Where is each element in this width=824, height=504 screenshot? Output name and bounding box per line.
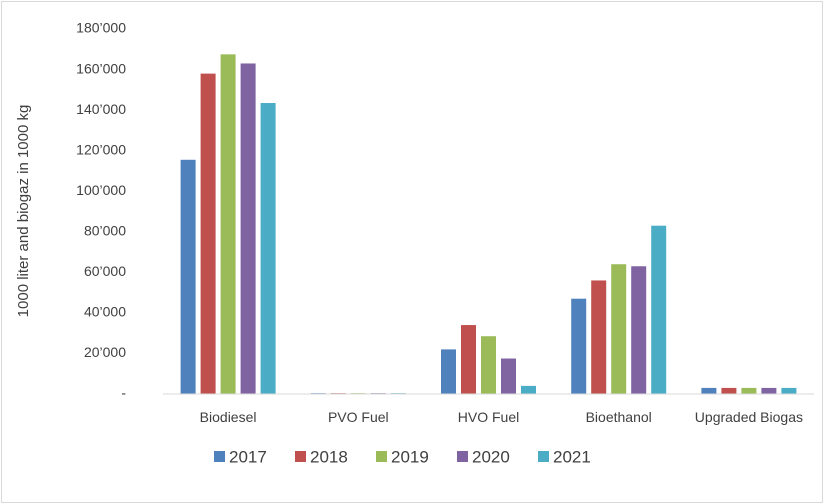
y-tick-label: 160’000 xyxy=(76,60,126,76)
y-tick-label: 100’000 xyxy=(76,182,126,198)
x-tick-label: PVO Fuel xyxy=(327,409,389,425)
bar xyxy=(701,387,717,394)
bar xyxy=(781,387,797,394)
bar xyxy=(260,103,276,394)
legend-label: 2020 xyxy=(472,447,510,466)
legend-label: 2021 xyxy=(553,447,591,466)
y-tick-label: - xyxy=(121,385,126,401)
legend-label: 2018 xyxy=(310,447,348,466)
bar xyxy=(200,73,216,394)
bar xyxy=(441,349,456,394)
y-tick-label: 180’000 xyxy=(76,20,126,36)
bar xyxy=(631,266,647,394)
bar xyxy=(651,225,667,394)
bar xyxy=(571,298,587,394)
bar xyxy=(611,264,627,394)
x-tick-label: Bioethanol xyxy=(585,409,652,425)
legend-label: 2019 xyxy=(391,447,429,466)
bar xyxy=(761,387,777,394)
legend-swatch xyxy=(538,451,549,462)
bar xyxy=(220,54,236,394)
bar xyxy=(461,325,476,394)
bar xyxy=(591,280,607,394)
y-tick-label: 20’000 xyxy=(84,344,126,360)
y-tick-label: 140’000 xyxy=(76,101,126,117)
x-tick-label: Upgraded Biogas xyxy=(694,409,803,425)
y-tick-label: 80’000 xyxy=(84,222,126,238)
x-tick-label: Biodiesel xyxy=(199,409,257,425)
legend-swatch xyxy=(457,451,468,462)
y-tick-label: 60’000 xyxy=(84,263,126,279)
y-tick-label: 120’000 xyxy=(76,141,126,157)
y-tick-label: 40’000 xyxy=(84,304,126,320)
bar xyxy=(741,387,757,394)
y-axis-label: 1000 liter and biogaz in 1000 kg xyxy=(15,105,32,318)
legend-swatch xyxy=(376,451,387,462)
legend-swatch xyxy=(214,451,225,462)
bar xyxy=(180,159,196,394)
bar xyxy=(240,63,256,394)
x-tick-label: HVO Fuel xyxy=(457,409,520,425)
legend-swatch xyxy=(295,451,306,462)
bar xyxy=(481,336,496,394)
bar xyxy=(501,358,516,394)
bar xyxy=(521,385,536,394)
legend-label: 2017 xyxy=(229,447,267,466)
bar xyxy=(721,387,737,394)
